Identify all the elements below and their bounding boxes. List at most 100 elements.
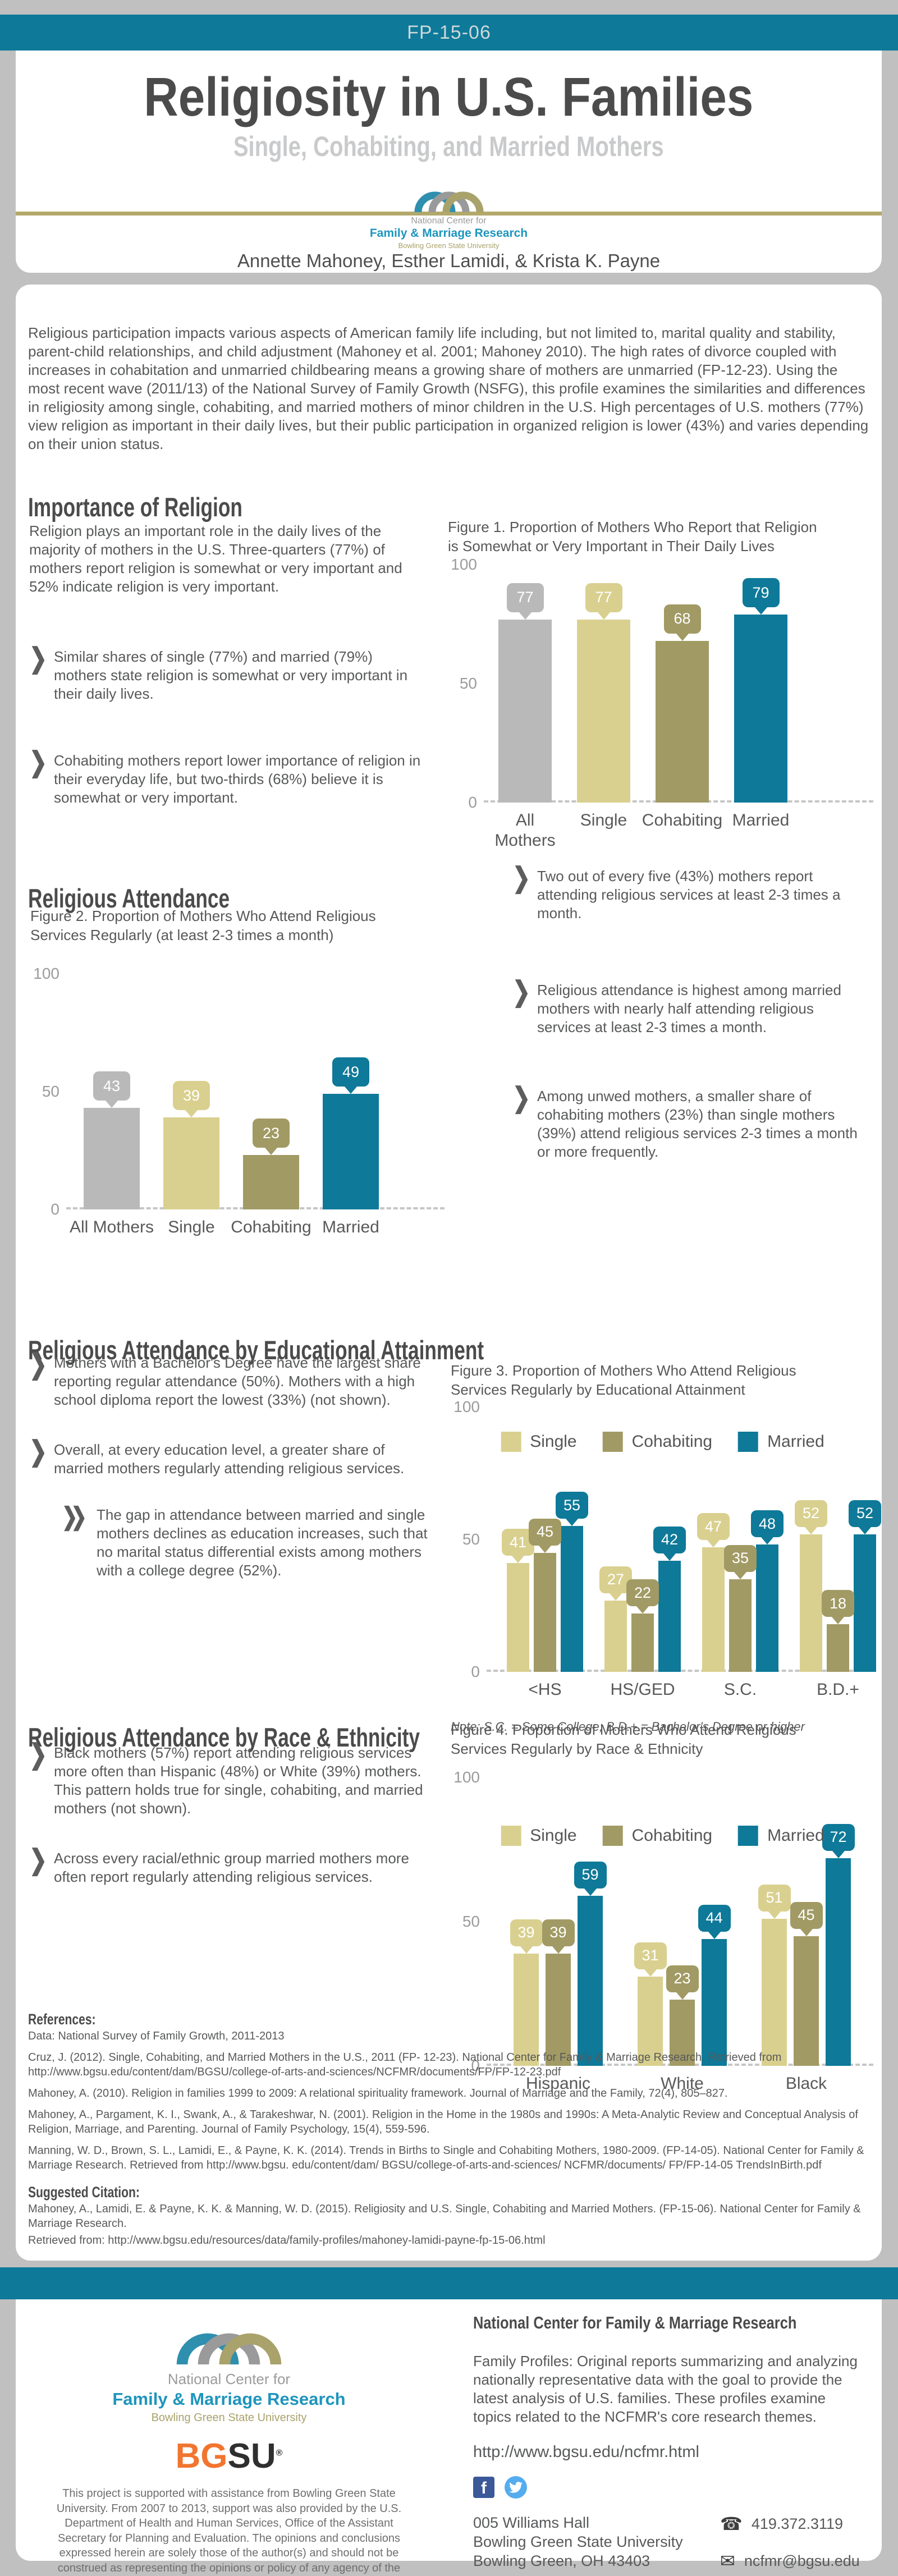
bar-column: 35	[724, 1544, 757, 1672]
figure-4-chart: 0 50 100 Single Cohabiting Married 39 39 59 Hispa…	[451, 1768, 874, 2103]
bubble-tail-icon	[345, 1087, 357, 1094]
reference-item: Manning, W. D., Brown, S. L., Lamidi, E.…	[28, 2144, 864, 2171]
twitter-icon[interactable]	[505, 2476, 527, 2499]
bullet-item: ❯ Black mothers (57%) report attending r…	[29, 1741, 433, 1818]
bubble-tail-icon	[734, 1571, 746, 1579]
attendance-column: ❯ Two out of every five (43%) mothers re…	[512, 864, 869, 1161]
footer-info-column: National Center for Family & Marriage Re…	[473, 2299, 866, 2571]
bar-value-bubble: 51	[758, 1884, 791, 1912]
footer-contact: 005 Williams Hall Bowling Green State Un…	[473, 2513, 866, 2571]
bar-group: 31 23 44 White	[634, 1904, 731, 2093]
bullet-text: Black mothers (57%) report attending rel…	[54, 1744, 423, 1817]
bar-column: 41	[502, 1529, 534, 1672]
chevron-bullet-icon: ❯	[29, 1436, 47, 1468]
bubble-tail-icon	[519, 612, 532, 620]
figure-4: Figure 4. Proportion of Mothers Who Atte…	[451, 1720, 874, 2103]
importance-paragraph: Religion plays an important role in the …	[29, 522, 402, 595]
envelope-icon: ✉	[720, 2551, 735, 2571]
figure-2: Figure 2. Proportion of Mothers Who Atte…	[30, 906, 446, 1246]
reference-item: Mahoney, A., Pargament, K. I., Swank, A.…	[28, 2109, 858, 2135]
category-label: All Mothers	[494, 811, 556, 850]
double-chevron-bullet-icon: ❯❯	[62, 1503, 87, 1531]
bar-column: 39	[163, 1081, 219, 1209]
figure-1-title: Figure 1. Proportion of Mothers Who Repo…	[448, 519, 817, 554]
bar-group: 39 39 59 Hispanic	[510, 1861, 607, 2093]
legend-item: Cohabiting	[602, 1432, 713, 1452]
bar-value-bubble: 45	[529, 1518, 561, 1546]
section-heading-race: Religious Attendance by Race & Ethnicity	[28, 1722, 420, 1752]
chevron-bullet-icon: ❯	[29, 1845, 47, 1876]
bar-group: 23 Cohabiting	[231, 1119, 311, 1236]
bullet-text: Cohabiting mothers report lower importan…	[54, 752, 421, 806]
bullet-text: Two out of every five (43%) mothers repo…	[537, 868, 841, 922]
bar	[534, 1552, 556, 1672]
bullet-text: Among unwed mothers, a smaller share of …	[537, 1088, 858, 1160]
bar-group: 39 Single	[163, 1081, 219, 1236]
phone-row: ☎ 419.372.3119	[720, 2513, 860, 2534]
bar-value-bubble: 44	[698, 1904, 731, 1932]
sub-bullet-item: ❯❯ The gap in attendance between married…	[62, 1504, 433, 1580]
legend-swatch	[602, 1432, 623, 1452]
bullet-text: Mothers with a Bachelor's Degree have th…	[54, 1354, 421, 1408]
bar-column: 18	[822, 1590, 854, 1672]
authors: Annette Mahoney, Esther Lamidi, & Krista…	[237, 250, 661, 271]
ncfmr-url-link[interactable]: http://www.bgsu.edu/ncfmr.html	[473, 2443, 699, 2461]
title-card: Religiosity in U.S. Families Single, Coh…	[16, 51, 882, 273]
bubble-tail-icon	[832, 1850, 845, 1858]
bubble-tail-icon	[708, 1931, 721, 1939]
category-label: HS/GED	[610, 1680, 675, 1699]
bar	[794, 1936, 819, 2066]
bars-row: 77 All Mothers 77 Single 68 Cohabiting 79 Marrie…	[494, 578, 789, 850]
legend-label: Single	[530, 1826, 577, 1845]
bar-column: 43	[84, 1071, 140, 1209]
bar-column: 48	[751, 1510, 784, 1672]
bar-column: 23	[666, 1965, 699, 2066]
race-column: ❯ Black mothers (57%) report attending r…	[29, 1741, 433, 1886]
bullet-text: The gap in attendance between married an…	[97, 1506, 428, 1579]
bullet-text: Religious attendance is highest among ma…	[537, 982, 841, 1035]
phone-number: 419.372.3119	[751, 2515, 844, 2532]
category-label: Married	[732, 811, 790, 829]
bar-group: 77 All Mothers	[494, 583, 556, 850]
bar-column: 52	[849, 1500, 881, 1672]
bar	[561, 1526, 583, 1672]
bar	[670, 1999, 695, 2066]
y-tick: 0	[471, 2057, 480, 2074]
logo-line2: Family & Marriage Research	[112, 2389, 346, 2409]
y-tick: 100	[453, 1768, 480, 1786]
category-label: Cohabiting	[231, 1218, 311, 1236]
email-address[interactable]: ncfmr@bgsu.edu	[744, 2552, 860, 2569]
legend-item: Single	[501, 1826, 577, 1846]
bar	[507, 1563, 529, 1672]
bar-value-bubble: 49	[332, 1057, 369, 1087]
footer-band	[0, 2267, 898, 2299]
facebook-icon[interactable]: f	[473, 2477, 494, 2498]
address-block: 005 Williams Hall Bowling Green State Un…	[473, 2513, 866, 2570]
bullet-item: ❯ Across every racial/ethnic group marri…	[29, 1846, 433, 1886]
y-tick: 100	[33, 965, 59, 982]
figure-3: Figure 3. Proportion of Mothers Who Atte…	[451, 1361, 881, 1735]
bar-value-bubble: 31	[634, 1942, 667, 1969]
chart-legend: Single Cohabiting Married	[501, 1826, 824, 1846]
legend-item: Married	[738, 1432, 824, 1452]
logo-line2: Family & Marriage Research	[369, 227, 528, 240]
bar	[243, 1155, 299, 1209]
bar-group: 41 45 55 <HS	[502, 1492, 588, 1699]
bullet-text: Similar shares of single (77%) and marri…	[54, 648, 408, 702]
y-tick: 50	[42, 1083, 59, 1100]
bullet-item: ❯ Similar shares of single (77%) and mar…	[29, 645, 422, 703]
education-column: ❯ Mothers with a Bachelor's Degree have …	[29, 1351, 433, 1580]
bar-value-bubble: 79	[742, 578, 780, 608]
bubble-tail-icon	[676, 1992, 689, 2000]
bar-value-bubble: 18	[822, 1590, 854, 1617]
category-label: White	[661, 2074, 704, 2093]
bubble-tail-icon	[761, 1537, 773, 1545]
bar-value-bubble: 22	[626, 1579, 659, 1607]
ncfmr-logo: National Center for Family & Marriage Re…	[16, 177, 882, 250]
figure-3-title: Figure 3. Proportion of Mothers Who Atte…	[451, 1362, 796, 1398]
references-block: References: Data: National Survey of Fam…	[28, 2012, 870, 2248]
bar-value-bubble: 23	[666, 1965, 699, 1992]
legend-label: Cohabiting	[631, 1432, 713, 1451]
bar-value-bubble: 47	[697, 1513, 730, 1541]
bar	[163, 1117, 219, 1209]
